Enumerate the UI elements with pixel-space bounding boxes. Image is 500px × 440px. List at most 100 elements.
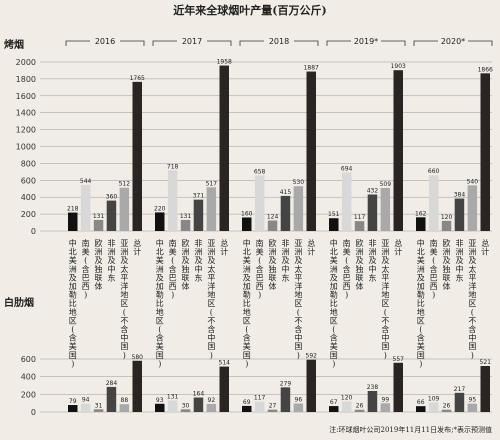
bar-flue-cured-4-4 (467, 185, 478, 231)
category-label-3-4-9: 不 (381, 316, 389, 325)
category-label-0-1-5: 西 (82, 282, 90, 291)
value-label-burley-0-3: 284 (106, 380, 118, 387)
bar-burley-0-2 (93, 409, 104, 412)
category-label-2-1-0: 南 (256, 238, 264, 248)
category-label-3-0-12: 美 (330, 341, 338, 351)
category-label-4-1-2: ( (432, 256, 435, 265)
category-label-2-1-6: ) (258, 291, 261, 300)
category-label-1-4-0: 亚 (207, 239, 215, 248)
category-label-0-1-0: 南 (82, 238, 90, 248)
category-label-1-4-3: 太 (207, 264, 215, 274)
category-label-4-4-9: 不 (468, 316, 476, 325)
category-label-1-4-13: ) (210, 351, 213, 360)
category-label-4-0-7: 比 (417, 298, 425, 308)
value-label-flue-cured-4-1: 660 (428, 168, 440, 175)
category-label-4-1-1: 美 (430, 247, 438, 257)
category-label-1-4-11: 中 (207, 333, 215, 343)
category-label-1-3-3: 中 (194, 264, 202, 274)
category-label-4-1-0: 南 (430, 238, 438, 248)
category-label-1-1-5: 西 (169, 282, 177, 291)
category-label-1-0-12: 美 (156, 341, 164, 351)
category-label-1-1-6: ) (171, 291, 174, 300)
category-label-3-3-2: 及 (368, 256, 376, 265)
category-label-1-0-14: ) (158, 359, 161, 368)
value-label-burley-1-3: 164 (193, 391, 205, 398)
category-label-1-0-7: 比 (156, 298, 164, 308)
value-label-burley-4-4: 95 (469, 397, 477, 404)
value-label-flue-cured-1-4: 517 (206, 180, 218, 187)
y-tick-flue-cured-8: 1600 (16, 92, 36, 101)
category-label-2-2-0: 欧 (269, 238, 277, 248)
category-label-1-0-6: 勒 (156, 290, 164, 300)
category-label-4-4-3: 太 (468, 264, 476, 274)
category-label-2-0-13: 国 (243, 351, 251, 360)
category-label-4-4-10: 含 (468, 324, 476, 334)
y-tick-flue-cured-2: 400 (21, 193, 36, 202)
category-label-0-0-5: 加 (69, 281, 77, 291)
bar-flue-cured-4-2 (441, 220, 452, 231)
category-label-2-1-4: 巴 (256, 273, 264, 282)
value-label-flue-cured-2-3: 415 (280, 189, 292, 196)
category-label-1-2-4: 联 (182, 273, 190, 282)
value-label-burley-3-2: 26 (356, 403, 364, 410)
category-label-2-3-4: 东 (281, 272, 289, 282)
bar-flue-cured-3-3 (367, 194, 378, 231)
footnote: 注:环球烟叶公司2019年11月11日发布;*表示预测值 (329, 425, 492, 434)
category-label-1-0-4: 及 (156, 273, 164, 282)
category-label-3-0-9: 区 (330, 316, 338, 325)
category-label-4-0-2: 美 (417, 255, 425, 265)
category-label-2-0-2: 美 (243, 255, 251, 265)
category-label-4-4-2: 及 (468, 256, 476, 265)
year-label-1: 2017 (182, 37, 202, 46)
category-label-0-2-5: 体 (95, 281, 103, 291)
category-label-4-0-1: 北 (417, 248, 425, 257)
bar-flue-cured-4-3 (454, 198, 465, 231)
bar-flue-cured-4-5 (480, 73, 490, 231)
category-label-2-0-12: 美 (243, 341, 251, 351)
category-label-0-4-10: 含 (120, 324, 128, 334)
category-label-4-4-5: 洋 (468, 281, 476, 291)
category-label-4-2-1: 洲 (443, 248, 451, 257)
category-label-3-3-1: 洲 (368, 248, 376, 257)
bar-burley-1-0 (155, 403, 165, 412)
category-label-0-0-3: 洲 (69, 265, 77, 274)
bar-flue-cured-0-3 (106, 200, 117, 231)
value-label-burley-0-1: 94 (82, 397, 90, 404)
category-label-0-4-7: 区 (120, 299, 128, 308)
category-label-3-0-1: 北 (330, 248, 338, 257)
category-label-1-2-0: 欧 (182, 238, 190, 248)
category-label-2-0-8: 地 (243, 307, 251, 317)
value-label-flue-cured-3-3: 432 (367, 187, 379, 194)
category-label-2-1-2: ( (258, 256, 261, 265)
category-label-0-4-5: 洋 (120, 281, 128, 291)
category-label-0-4-12: 国 (120, 342, 128, 351)
value-label-burley-3-5: 557 (393, 356, 405, 363)
bar-flue-cured-4-1 (428, 175, 439, 231)
category-label-2-4-4: 平 (294, 273, 302, 282)
category-label-2-0-11: 含 (243, 333, 251, 343)
category-label-4-3-2: 及 (455, 256, 463, 265)
category-label-2-3-3: 中 (281, 264, 289, 274)
category-label-0-0-6: 勒 (69, 290, 77, 300)
category-label-3-1-0: 南 (343, 238, 351, 248)
value-label-flue-cured-3-1: 694 (341, 165, 353, 172)
category-label-4-4-7: 区 (468, 299, 476, 308)
value-label-flue-cured-1-1: 718 (167, 163, 179, 170)
bar-burley-0-3 (106, 386, 117, 412)
category-label-1-2-5: 体 (182, 281, 190, 291)
category-label-2-5-1: 计 (307, 247, 315, 257)
category-label-2-0-5: 加 (243, 281, 251, 291)
category-label-4-4-0: 亚 (468, 239, 476, 248)
bar-flue-cured-0-0 (68, 212, 78, 231)
category-label-2-4-12: 国 (294, 342, 302, 351)
bar-flue-cured-1-2 (180, 219, 191, 231)
value-label-flue-cured-4-5: 1866 (478, 66, 493, 73)
category-label-1-0-1: 北 (156, 248, 164, 257)
category-label-0-5-1: 计 (133, 247, 141, 257)
y-tick-burley-0: 0 (31, 408, 36, 417)
value-label-flue-cured-2-4: 530 (293, 179, 305, 186)
y-tick-burley-3: 600 (21, 355, 36, 364)
bar-burley-0-4 (119, 404, 130, 412)
bar-flue-cured-1-4 (206, 187, 217, 231)
value-label-flue-cured-0-4: 512 (119, 181, 131, 188)
